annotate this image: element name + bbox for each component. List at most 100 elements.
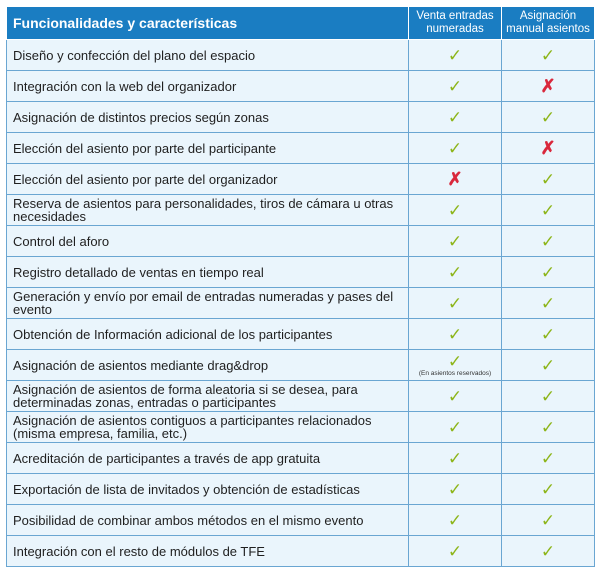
manual-seating-cell: ✓ bbox=[501, 163, 595, 195]
feature-cell: Posibilidad de combinar ambos métodos en… bbox=[6, 504, 409, 536]
header-row: Funcionalidades y características Venta … bbox=[6, 6, 595, 40]
numbered-tickets-cell: ✓ bbox=[408, 287, 502, 319]
cross-icon: ✗ bbox=[447, 169, 463, 189]
check-icon: ✓ bbox=[540, 324, 556, 344]
numbered-tickets-cell: ✓ bbox=[408, 101, 502, 133]
check-icon: ✓ bbox=[540, 417, 556, 437]
manual-seating-cell: ✓ bbox=[501, 349, 595, 381]
table-row: Obtención de Información adicional de lo… bbox=[6, 318, 595, 350]
manual-seating-cell: ✓ bbox=[501, 411, 595, 443]
check-icon: ✓ bbox=[540, 169, 556, 189]
table-row: Posibilidad de combinar ambos métodos en… bbox=[6, 504, 595, 536]
check-icon: ✓ bbox=[447, 386, 463, 406]
numbered-tickets-cell: ✓ bbox=[408, 411, 502, 443]
numbered-tickets-cell: ✓ bbox=[408, 132, 502, 164]
check-icon: ✓ bbox=[540, 200, 556, 220]
check-icon: ✓ bbox=[540, 355, 556, 375]
table-header: Funcionalidades y características Venta … bbox=[6, 6, 595, 40]
check-icon: ✓ bbox=[447, 352, 463, 371]
feature-cell: Elección del asiento por parte del organ… bbox=[6, 163, 409, 195]
numbered-tickets-cell: ✓ bbox=[408, 225, 502, 257]
check-icon: ✓ bbox=[447, 262, 463, 282]
check-icon: ✓ bbox=[447, 76, 463, 96]
check-icon: ✓ bbox=[447, 200, 463, 220]
header-manual-seating: Asignación manual asientos bbox=[501, 6, 595, 40]
header-manual-seating-line1: Asignación bbox=[519, 10, 577, 22]
comparison-table: Funcionalidades y características Venta … bbox=[6, 6, 595, 567]
table-row: Exportación de lista de invitados y obte… bbox=[6, 473, 595, 505]
manual-seating-cell: ✓ bbox=[501, 39, 595, 71]
check-icon: ✓ bbox=[540, 386, 556, 406]
feature-cell: Obtención de Información adicional de lo… bbox=[6, 318, 409, 350]
feature-cell: Generación y envío por email de entradas… bbox=[6, 287, 409, 319]
feature-cell: Asignación de distintos precios según zo… bbox=[6, 101, 409, 133]
check-icon: ✓ bbox=[447, 448, 463, 468]
table-row: Integración con el resto de módulos de T… bbox=[6, 535, 595, 567]
manual-seating-cell: ✓ bbox=[501, 535, 595, 567]
feature-cell: Control del aforo bbox=[6, 225, 409, 257]
header-numbered-tickets: Venta entradas numeradas bbox=[408, 6, 502, 40]
feature-cell: Reserva de asientos para personalidades,… bbox=[6, 194, 409, 226]
feature-cell: Acreditación de participantes a través d… bbox=[6, 442, 409, 474]
feature-cell: Integración con la web del organizador bbox=[6, 70, 409, 102]
check-icon: ✓ bbox=[447, 107, 463, 127]
cell-note: (En asientos reservados) bbox=[418, 370, 492, 377]
table-row: Control del aforo ✓ ✓ bbox=[6, 225, 595, 257]
numbered-tickets-cell: ✓ (En asientos reservados) bbox=[408, 349, 502, 381]
manual-seating-cell: ✓ bbox=[501, 194, 595, 226]
feature-cell: Exportación de lista de invitados y obte… bbox=[6, 473, 409, 505]
feature-cell: Asignación de asientos contiguos a parti… bbox=[6, 411, 409, 443]
numbered-tickets-cell: ✓ bbox=[408, 256, 502, 288]
table-row: Registro detallado de ventas en tiempo r… bbox=[6, 256, 595, 288]
numbered-tickets-cell: ✓ bbox=[408, 442, 502, 474]
cross-icon: ✗ bbox=[540, 138, 556, 158]
numbered-tickets-cell: ✓ bbox=[408, 380, 502, 412]
check-icon: ✓ bbox=[447, 45, 463, 65]
numbered-tickets-cell: ✓ bbox=[408, 39, 502, 71]
table-row: Acreditación de participantes a través d… bbox=[6, 442, 595, 474]
manual-seating-cell: ✓ bbox=[501, 504, 595, 536]
manual-seating-cell: ✗ bbox=[501, 132, 595, 164]
numbered-tickets-cell: ✗ bbox=[408, 163, 502, 195]
header-numbered-tickets-line2: numeradas bbox=[426, 23, 484, 35]
numbered-tickets-cell: ✓ bbox=[408, 194, 502, 226]
feature-cell: Asignación de asientos mediante drag&dro… bbox=[6, 349, 409, 381]
manual-seating-cell: ✓ bbox=[501, 287, 595, 319]
feature-cell: Diseño y confección del plano del espaci… bbox=[6, 39, 409, 71]
table-row: Generación y envío por email de entradas… bbox=[6, 287, 595, 319]
feature-cell: Elección del asiento por parte del parti… bbox=[6, 132, 409, 164]
table-row: Asignación de asientos mediante drag&dro… bbox=[6, 349, 595, 381]
check-icon: ✓ bbox=[447, 541, 463, 561]
feature-cell: Asignación de asientos de forma aleatori… bbox=[6, 380, 409, 412]
feature-cell: Registro detallado de ventas en tiempo r… bbox=[6, 256, 409, 288]
numbered-tickets-cell: ✓ bbox=[408, 70, 502, 102]
check-icon: ✓ bbox=[447, 510, 463, 530]
numbered-tickets-cell: ✓ bbox=[408, 318, 502, 350]
table-row: Asignación de asientos contiguos a parti… bbox=[6, 411, 595, 443]
manual-seating-cell: ✓ bbox=[501, 442, 595, 474]
check-icon: ✓ bbox=[447, 324, 463, 344]
manual-seating-cell: ✓ bbox=[501, 380, 595, 412]
manual-seating-cell: ✓ bbox=[501, 473, 595, 505]
table-row: Diseño y confección del plano del espaci… bbox=[6, 39, 595, 71]
check-icon: ✓ bbox=[447, 479, 463, 499]
header-features: Funcionalidades y características bbox=[6, 6, 409, 40]
manual-seating-cell: ✓ bbox=[501, 101, 595, 133]
check-icon: ✓ bbox=[447, 417, 463, 437]
manual-seating-cell: ✓ bbox=[501, 318, 595, 350]
manual-seating-cell: ✓ bbox=[501, 225, 595, 257]
check-icon: ✓ bbox=[540, 45, 556, 65]
check-icon: ✓ bbox=[540, 107, 556, 127]
comparison-table-wrapper: Funcionalidades y características Venta … bbox=[6, 6, 595, 567]
manual-seating-cell: ✓ bbox=[501, 256, 595, 288]
check-icon: ✓ bbox=[447, 138, 463, 158]
table-body: Diseño y confección del plano del espaci… bbox=[6, 39, 595, 567]
numbered-tickets-cell: ✓ bbox=[408, 473, 502, 505]
header-manual-seating-line2: manual asientos bbox=[506, 23, 590, 35]
numbered-tickets-cell: ✓ bbox=[408, 535, 502, 567]
feature-cell: Integración con el resto de módulos de T… bbox=[6, 535, 409, 567]
table-row: Asignación de distintos precios según zo… bbox=[6, 101, 595, 133]
manual-seating-cell: ✗ bbox=[501, 70, 595, 102]
check-icon: ✓ bbox=[540, 231, 556, 251]
table-row: Asignación de asientos de forma aleatori… bbox=[6, 380, 595, 412]
